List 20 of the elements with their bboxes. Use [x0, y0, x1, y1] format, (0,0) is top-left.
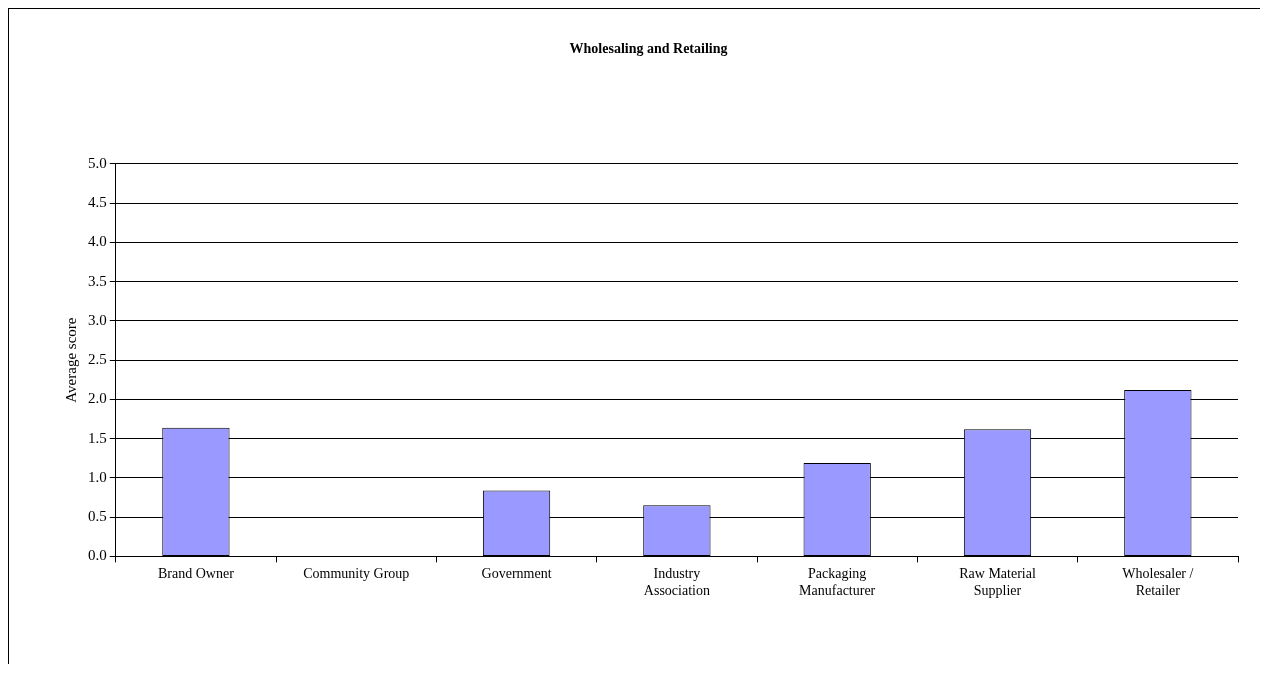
y-tick-label: 1.0: [88, 468, 107, 485]
y-tick-label: 5.0: [88, 154, 107, 171]
x-tick-label: Government: [481, 566, 552, 582]
x-tick-label: Brand Owner: [158, 566, 235, 582]
x-tick-label: Industry Association: [643, 566, 710, 599]
y-tick-label: 2.0: [88, 390, 107, 407]
y-axis-title: Average score: [62, 317, 79, 403]
y-tick-label: 0.5: [88, 508, 107, 525]
x-tick-label: Raw Material Supplier: [959, 566, 1036, 599]
y-tick-label: 4.5: [88, 194, 107, 210]
y-tick-label: 4.0: [88, 233, 107, 250]
y-tick-label: 3.5: [88, 272, 107, 289]
y-tick-label: 3.0: [88, 311, 107, 328]
y-tick-label: 1.5: [88, 429, 107, 446]
chart-title: Wholesaling and Retailing: [569, 41, 728, 57]
x-tick-label: Community Group: [303, 566, 410, 582]
y-tick-label: 0.0: [88, 547, 107, 564]
x-tick-label: Wholesaler / Retailer: [1122, 566, 1194, 599]
y-tick-label: 2.5: [88, 351, 107, 368]
x-tick-label: Packaging Manufacturer: [799, 566, 876, 599]
